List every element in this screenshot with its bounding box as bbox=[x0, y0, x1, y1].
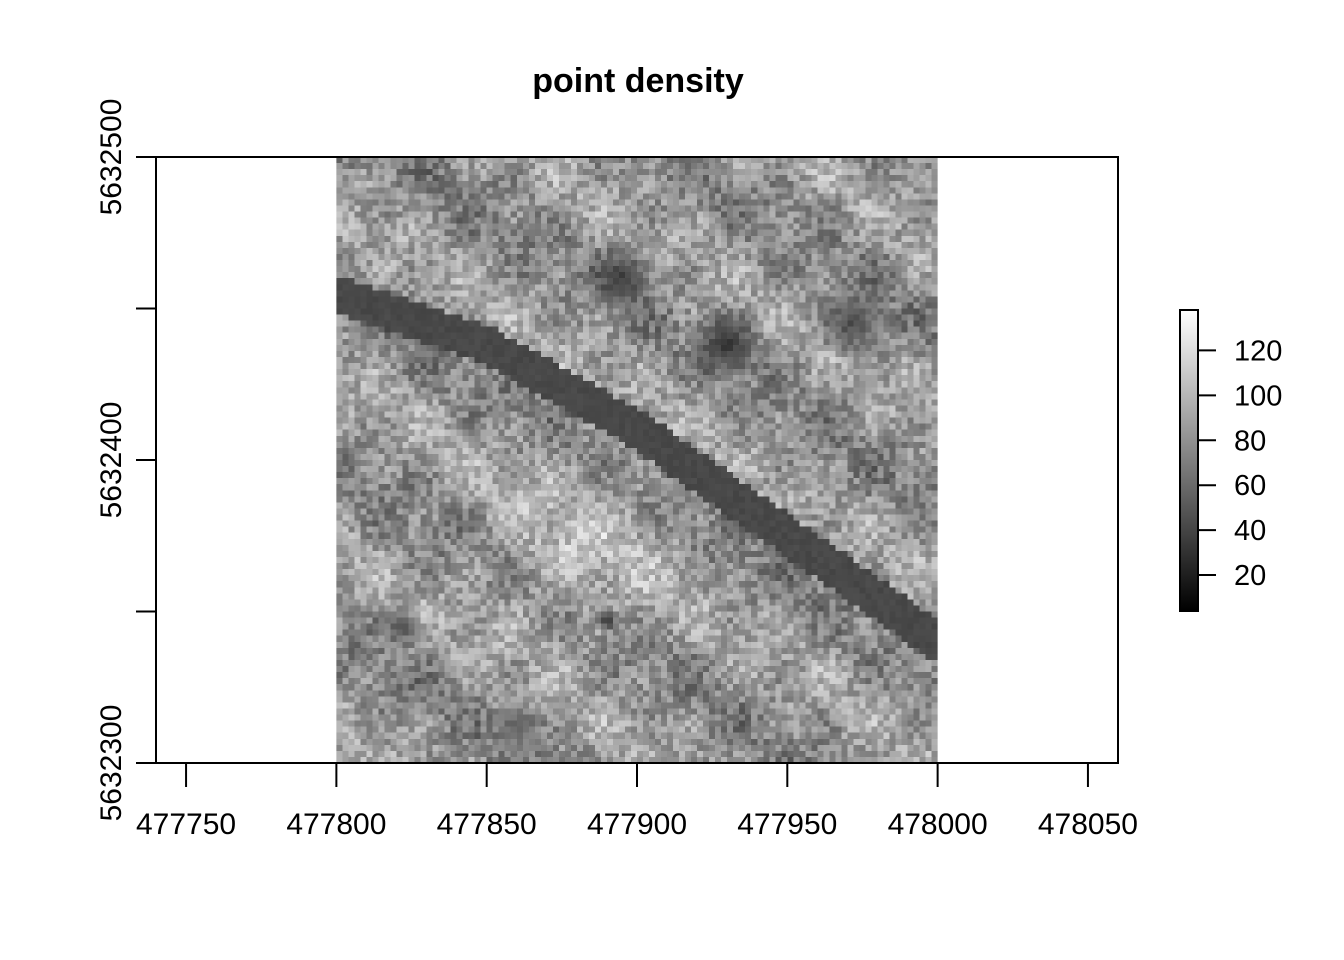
y-axis: 5632300 5632400 5632500 bbox=[95, 99, 157, 822]
colorbar-tick-label: 40 bbox=[1234, 515, 1266, 547]
colorbar-tick-label: 120 bbox=[1234, 335, 1282, 367]
x-tick-label: 478050 bbox=[1038, 808, 1138, 841]
density-raster-image bbox=[336, 157, 938, 763]
x-tick-label: 477800 bbox=[286, 808, 386, 841]
density-raster bbox=[336, 157, 938, 763]
colorbar-gradient bbox=[1179, 309, 1199, 612]
colorbar-tick-label: 60 bbox=[1234, 470, 1266, 502]
x-axis: 477750 477800 477850 477900 477950 478000 4780… bbox=[136, 762, 1138, 841]
x-tick-label: 477900 bbox=[587, 808, 687, 841]
y-tick-label: 5632400 bbox=[95, 402, 128, 519]
x-tick-label: 477850 bbox=[437, 808, 537, 841]
y-tick-label: 5632300 bbox=[95, 705, 128, 822]
colorbar: 20 40 60 80 100 120 bbox=[1179, 309, 1282, 612]
y-tick-label: 5632500 bbox=[95, 99, 128, 216]
colorbar-tick-label: 80 bbox=[1234, 425, 1266, 457]
colorbar-tick-label: 20 bbox=[1234, 560, 1266, 592]
colorbar-tick-label: 100 bbox=[1234, 380, 1282, 412]
chart-title: point density bbox=[532, 62, 744, 100]
x-tick-label: 477750 bbox=[136, 808, 236, 841]
x-tick-label: 478000 bbox=[888, 808, 988, 841]
x-tick-label: 477950 bbox=[737, 808, 837, 841]
